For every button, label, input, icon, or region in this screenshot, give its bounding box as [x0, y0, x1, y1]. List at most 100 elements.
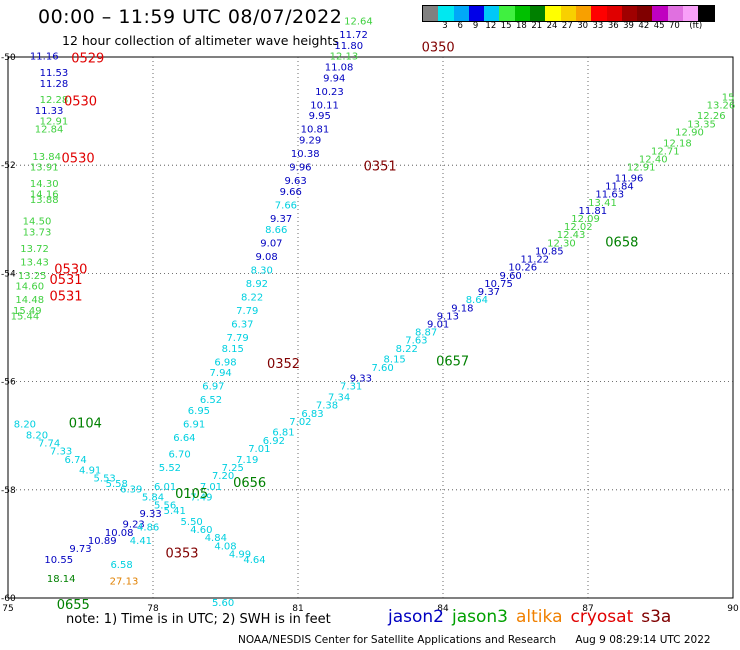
- legend-label: 6: [457, 21, 463, 31]
- footer: NOAA/NESDIS Center for Satellite Applica…: [238, 634, 711, 646]
- wave-height-value: 9.73: [69, 544, 91, 555]
- wave-height-value: 13.73: [23, 228, 52, 239]
- wave-height-value: 8.22: [241, 292, 263, 303]
- wave-height-value: 10.89: [88, 536, 117, 547]
- wave-height-value: 12.18: [663, 138, 692, 149]
- color-scale-legend: [422, 5, 715, 22]
- satellite-legend: jason2 jason3 altika cryosat s3a: [388, 607, 679, 627]
- wave-height-value: 7.01: [200, 482, 222, 493]
- wave-height-value: 10.55: [44, 555, 73, 566]
- pass-time-label: 0350: [422, 41, 455, 56]
- wave-height-value: 11.08: [325, 63, 354, 74]
- wave-height-value: 8.92: [246, 279, 268, 290]
- legend-swatch: [545, 6, 561, 21]
- legend-swatch: [621, 6, 638, 21]
- wave-height-value: 10.26: [508, 263, 537, 274]
- legend-swatch: [683, 6, 699, 21]
- wave-height-value: 27.13: [110, 576, 139, 587]
- wave-height-value: 6.01: [154, 482, 176, 493]
- pass-time-label: 0656: [233, 476, 266, 491]
- wave-height-value: 14.60: [15, 282, 44, 293]
- wave-height-value: 15: [722, 92, 735, 103]
- legend-swatch: [514, 6, 531, 21]
- wave-height-value: 6.37: [231, 320, 253, 331]
- wave-height-value: 5.50: [181, 517, 203, 528]
- wave-height-value: 5.60: [212, 598, 234, 609]
- map-frame: [7, 56, 734, 599]
- wave-height-value: 7.34: [328, 393, 350, 404]
- wave-height-value: 11.28: [40, 79, 69, 90]
- satellite-altika: altika: [516, 607, 563, 627]
- wave-height-value: 9.01: [427, 320, 449, 331]
- wave-height-value: 11.81: [579, 206, 608, 217]
- wave-height-value: 6.98: [214, 357, 236, 368]
- wave-height-value: 12.26: [697, 111, 726, 122]
- wave-height-value: 12.02: [564, 222, 593, 233]
- legend-swatch: [560, 6, 576, 21]
- wave-height-value: 7.20: [212, 471, 234, 482]
- legend-label: 18: [516, 21, 527, 31]
- wave-height-value: 15.44: [11, 311, 40, 322]
- legend-swatch: [438, 6, 454, 21]
- wave-height-value: 4.64: [243, 555, 265, 566]
- wave-height-value: 14.30: [30, 179, 59, 190]
- wave-height-value: 9.60: [500, 271, 522, 282]
- wave-height-value: 7.02: [289, 417, 311, 428]
- legend-label: 24: [546, 21, 558, 31]
- pass-time-label: 0531: [49, 289, 82, 304]
- wave-height-value: 10.81: [301, 125, 330, 136]
- wave-height-value: 5.41: [164, 506, 186, 517]
- wave-height-value: 7.38: [316, 401, 338, 412]
- wave-height-value: 6.52: [200, 395, 222, 406]
- wave-height-value: 13.25: [18, 271, 47, 282]
- legend-label: 21: [531, 21, 543, 31]
- lon-tick-label: 90: [727, 604, 739, 614]
- wave-height-value: 9.33: [139, 509, 161, 520]
- pass-time-label: 0530: [54, 262, 87, 277]
- wave-height-value: 11.16: [30, 52, 59, 63]
- lon-tick-label: 87: [582, 604, 593, 614]
- lon-tick-label: 75: [2, 604, 13, 614]
- satellite-cryosat: cryosat: [570, 607, 634, 627]
- wave-height-value: 13.84: [32, 152, 61, 163]
- wave-height-value: 9.95: [309, 111, 331, 122]
- lon-tick-label: 81: [292, 604, 303, 614]
- wave-height-value: 5.58: [106, 479, 128, 490]
- legend-label: 45: [653, 21, 665, 31]
- wave-height-value: 5.56: [154, 501, 176, 512]
- lat-tick-label: -58: [1, 486, 16, 496]
- wave-height-value: 12.40: [639, 154, 668, 165]
- wave-height-value: 14.50: [23, 217, 52, 228]
- color-scale-labels: 3 6 9 12 15 18 21 24 27 30 33 36 39 42 45 70 (ft): [422, 21, 732, 33]
- wave-height-value: 11.33: [35, 106, 64, 117]
- wave-height-value: 11.96: [615, 173, 644, 184]
- satellite-jason3: jason3: [452, 607, 508, 627]
- wave-height-value: 10.23: [315, 87, 344, 98]
- wave-height-value: 4.60: [190, 525, 212, 536]
- wave-height-value: 12.28: [40, 95, 69, 106]
- wave-height-value: 7.79: [226, 333, 248, 344]
- legend-label: 15: [500, 21, 512, 31]
- wave-height-value: 7.66: [275, 200, 297, 211]
- legend-swatch: [637, 6, 653, 21]
- wave-height-value: 8.87: [415, 328, 437, 339]
- satellite-jason2: jason2: [388, 607, 444, 627]
- pass-time-label: 0530: [62, 151, 95, 166]
- wave-height-value: 14.16: [30, 190, 59, 201]
- wave-height-value: 6.81: [272, 428, 294, 439]
- wave-height-value: 4.41: [130, 536, 152, 547]
- pass-time-label: 0531: [49, 273, 82, 288]
- wave-height-value: 9.63: [284, 176, 306, 187]
- wave-height-value: 9.94: [323, 73, 345, 84]
- wave-height-value: 9.66: [280, 187, 302, 198]
- wave-height-value: 12.71: [651, 146, 680, 157]
- wave-height-value: 12.91: [40, 117, 69, 128]
- wave-height-value: 4.91: [79, 466, 101, 477]
- footer-org: NOAA/NESDIS Center for Satellite Applica…: [238, 634, 556, 646]
- legend-swatch: [468, 6, 485, 21]
- wave-height-value: 6.97: [202, 382, 224, 393]
- wave-height-value: 9.29: [299, 136, 321, 147]
- wave-height-value: 13.43: [20, 257, 49, 268]
- wave-height-value: 10.11: [310, 100, 339, 111]
